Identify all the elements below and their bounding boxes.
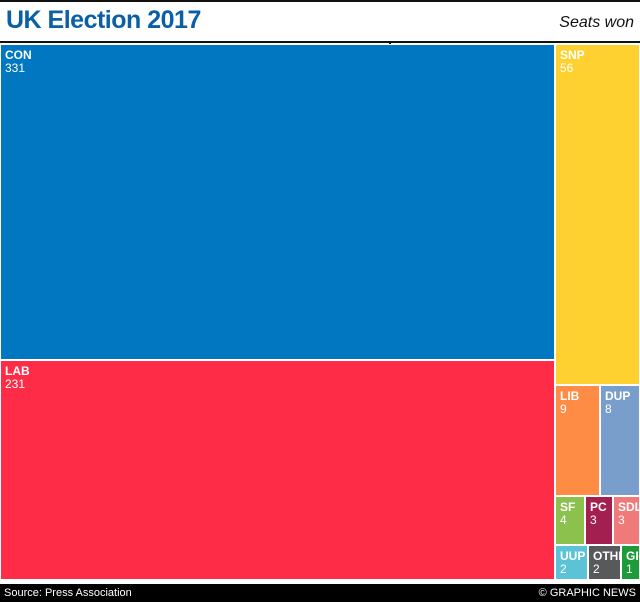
tile-value: 56 [560, 61, 574, 75]
tile-value: 231 [5, 377, 26, 391]
tile-value: 9 [560, 402, 567, 416]
tile-value: 3 [618, 513, 625, 527]
footer-bar: Source: Press Association © GRAPHIC NEWS [0, 584, 640, 602]
tile-value: 4 [560, 513, 567, 527]
tile-label: LAB [5, 364, 30, 378]
tile-label: OTHE [593, 549, 620, 563]
chart-subtitle: Seats won [559, 14, 634, 31]
tile-label: CON [5, 48, 32, 62]
tile-con: CON 331 [0, 44, 555, 360]
tile-label: GI [626, 549, 639, 563]
tile-sdl: SDL 3 [613, 496, 640, 545]
tile-label: SF [560, 500, 576, 514]
header-divider-tick [389, 41, 391, 44]
tile-label: UUP [560, 549, 586, 563]
tile-uup: UUP 2 [555, 545, 588, 580]
tile-label: LIB [560, 389, 580, 403]
source-note: Source: Press Association [4, 587, 132, 599]
tile-value: 331 [5, 61, 26, 75]
chart-title: UK Election 2017 [6, 6, 201, 34]
credit-note: © GRAPHIC NEWS [538, 587, 636, 599]
tile-value: 2 [560, 562, 567, 576]
tile-value: 2 [593, 562, 600, 576]
tile-lib: LIB 9 [555, 385, 600, 496]
header-top-rule [0, 0, 640, 2]
tile-label: SNP [560, 48, 585, 62]
tile-lab: LAB 231 [0, 360, 555, 580]
tile-label: DUP [605, 389, 631, 403]
tile-othe: OTHE2 [588, 545, 621, 580]
tile-label: SDL [618, 500, 640, 514]
tile-dup: DUP 8 [600, 385, 640, 496]
tile-sf: SF 4 [555, 496, 585, 545]
header-divider [0, 41, 640, 43]
tile-value: 8 [605, 402, 612, 416]
tile-label: PC [590, 500, 607, 514]
tile-value: 3 [590, 513, 597, 527]
tile-gi: GI 1 [621, 545, 640, 580]
seats-treemap: CON 331 LAB 231 SNP 56 LIB 9 DUP 8 SF 4 PC 3 SDL 3 UUP 2 O… [0, 44, 640, 580]
tile-pc: PC 3 [585, 496, 613, 545]
tile-value: 1 [626, 562, 633, 576]
tile-snp: SNP 56 [555, 44, 640, 385]
